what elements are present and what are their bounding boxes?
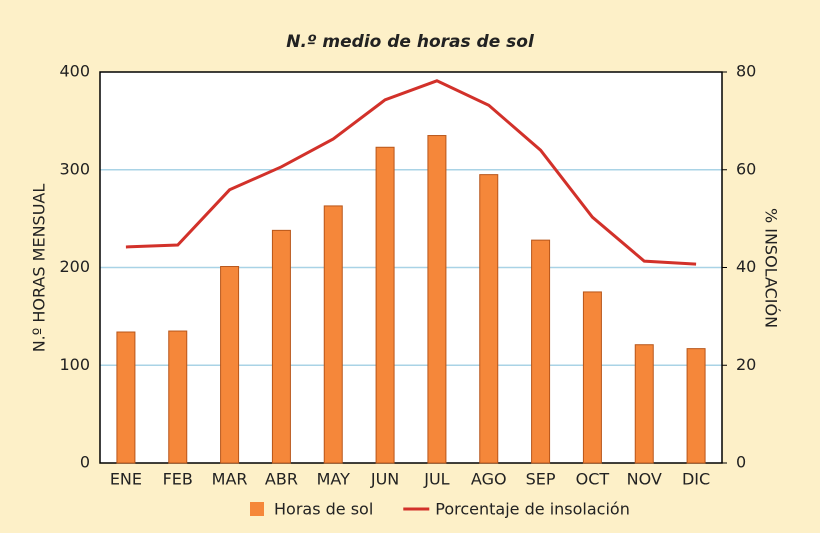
legend-label: Porcentaje de insolación <box>435 500 630 519</box>
x-tick-label: NOV <box>627 470 662 489</box>
plot-frame <box>99 71 723 464</box>
y-axis-label: N.º HORAS MENSUAL <box>30 184 49 353</box>
bar <box>531 239 551 464</box>
x-tick-label: MAY <box>317 470 351 489</box>
bar <box>375 146 395 464</box>
bar <box>479 174 499 464</box>
x-tick-label: JUN <box>370 470 399 489</box>
y-tick-label: 200 <box>59 257 90 276</box>
legend-swatch <box>250 502 264 516</box>
x-tick-label: ABR <box>265 470 298 489</box>
y-tick-label: 0 <box>80 453 90 472</box>
x-tick-label: MAR <box>212 470 248 489</box>
bar <box>634 344 654 464</box>
y2-tick-label: 80 <box>736 62 756 81</box>
bar <box>116 331 136 464</box>
x-tick-label: AGO <box>471 470 507 489</box>
x-tick-label: FEB <box>163 470 193 489</box>
y2-axis-label: % INSOLACIÓN <box>762 208 781 328</box>
bar <box>427 135 447 464</box>
bar <box>686 348 706 464</box>
bar <box>220 266 240 464</box>
bar <box>168 330 188 464</box>
y2-tick-label: 40 <box>736 257 756 276</box>
x-tick-label: DIC <box>682 470 710 489</box>
x-tick-label: JUL <box>423 470 449 489</box>
line <box>125 79 697 266</box>
x-tick-label: ENE <box>110 470 142 489</box>
y2-tick-label: 0 <box>736 453 746 472</box>
bar <box>323 205 343 464</box>
y-tick-label: 100 <box>59 355 90 374</box>
bar <box>271 229 291 464</box>
chart-title: N.º medio de horas de sol <box>286 32 535 52</box>
legend-label: Horas de sol <box>274 500 373 519</box>
y2-tick-label: 60 <box>736 159 756 178</box>
bar <box>582 291 602 464</box>
x-tick-label: SEP <box>526 470 556 489</box>
y-tick-label: 400 <box>59 62 90 81</box>
y-tick-label: 300 <box>59 159 90 178</box>
y2-tick-label: 20 <box>736 355 756 374</box>
x-tick-label: OCT <box>576 470 610 489</box>
